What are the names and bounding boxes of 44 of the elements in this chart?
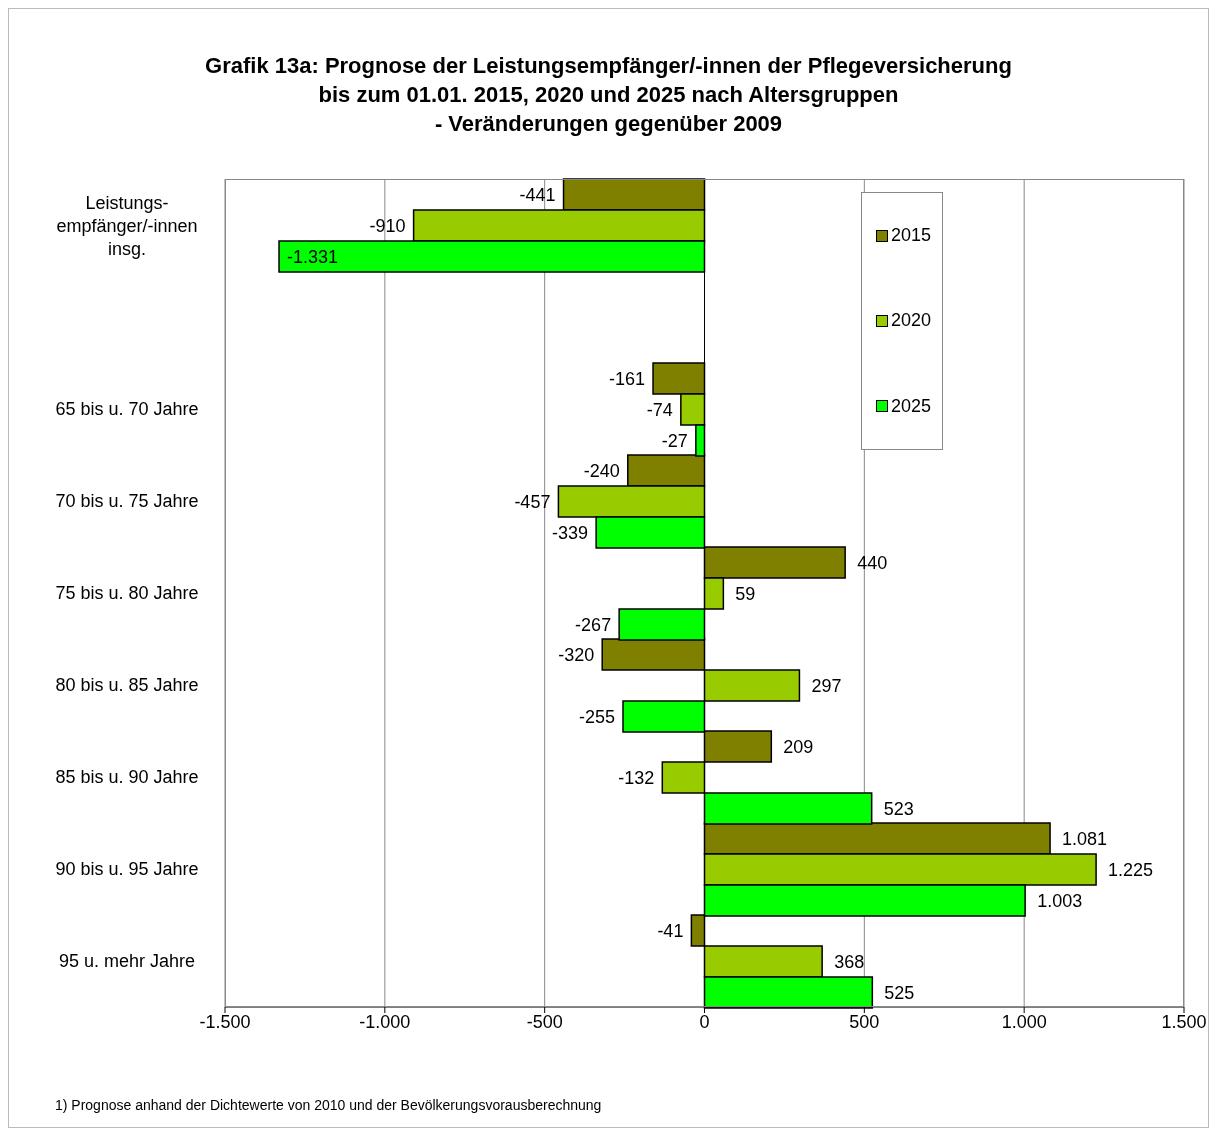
data-label: -1.331	[287, 246, 339, 267]
data-label: -240	[583, 460, 620, 481]
text: 1) Prognose anhand der Dichtewerte von 2010 und der Bevölkerungsvorausberechnung	[55, 1097, 602, 1113]
data-label: -320	[558, 644, 595, 665]
data-label: -457	[514, 491, 551, 512]
data-label: -339	[552, 522, 589, 543]
y-tick-label: 75 bis u. 80 Jahre	[55, 583, 199, 603]
data-label: 209	[783, 736, 814, 757]
y-tick-label: 90 bis u. 95 Jahre	[55, 859, 199, 879]
y-tick-label: 85 bis u. 90 Jahre	[55, 767, 199, 787]
y-tick-label: 95 u. mehr Jahre	[58, 951, 196, 971]
x-tick-label: -1.500	[199, 1011, 251, 1032]
x-tick-label: 500	[849, 1011, 880, 1032]
x-tick-label: -1.000	[359, 1011, 411, 1032]
data-label: 297	[811, 675, 842, 696]
data-label: -74	[646, 399, 673, 420]
data-label: -132	[618, 767, 655, 788]
data-label: 440	[857, 552, 888, 573]
data-label: -27	[661, 430, 688, 451]
data-label: -267	[575, 614, 612, 635]
x-tick-label: -500	[526, 1011, 563, 1032]
data-label: -255	[578, 706, 615, 727]
legend-label: 2020	[891, 310, 932, 332]
data-label: -441	[519, 184, 556, 205]
data-label: 1.081	[1062, 828, 1108, 849]
data-label: -910	[369, 215, 406, 236]
data-label: 368	[834, 951, 865, 972]
legend-label: 2015	[891, 225, 932, 247]
x-tick-label: 0	[699, 1011, 710, 1032]
data-label: 525	[884, 982, 915, 1003]
data-label: -41	[657, 920, 684, 941]
chart-title: Grafik 13a: Prognose der Leistungsempfänger/-innen der Pflegeversicherung bis zum 01.01. 2015, 2020 und 2025 nach Altersgruppen - Veränderungen gegenüber 2009	[205, 51, 1012, 138]
data-label: 523	[883, 798, 914, 819]
x-tick-label: 1.500	[1161, 1011, 1207, 1032]
legend-label: 2025	[891, 395, 932, 417]
data-label: 59	[735, 583, 756, 604]
y-tick-label: 80 bis u. 85 Jahre	[55, 675, 199, 695]
data-label: -161	[609, 368, 646, 389]
data-label: 1.225	[1108, 859, 1154, 880]
y-tick-label: Leistungs- empfänger/-innen insg.	[56, 193, 198, 259]
x-tick-label: 1.000	[1001, 1011, 1047, 1032]
y-tick-label: 70 bis u. 75 Jahre	[55, 491, 199, 511]
data-label: 1.003	[1037, 890, 1083, 911]
y-tick-label: 65 bis u. 70 Jahre	[55, 399, 199, 419]
